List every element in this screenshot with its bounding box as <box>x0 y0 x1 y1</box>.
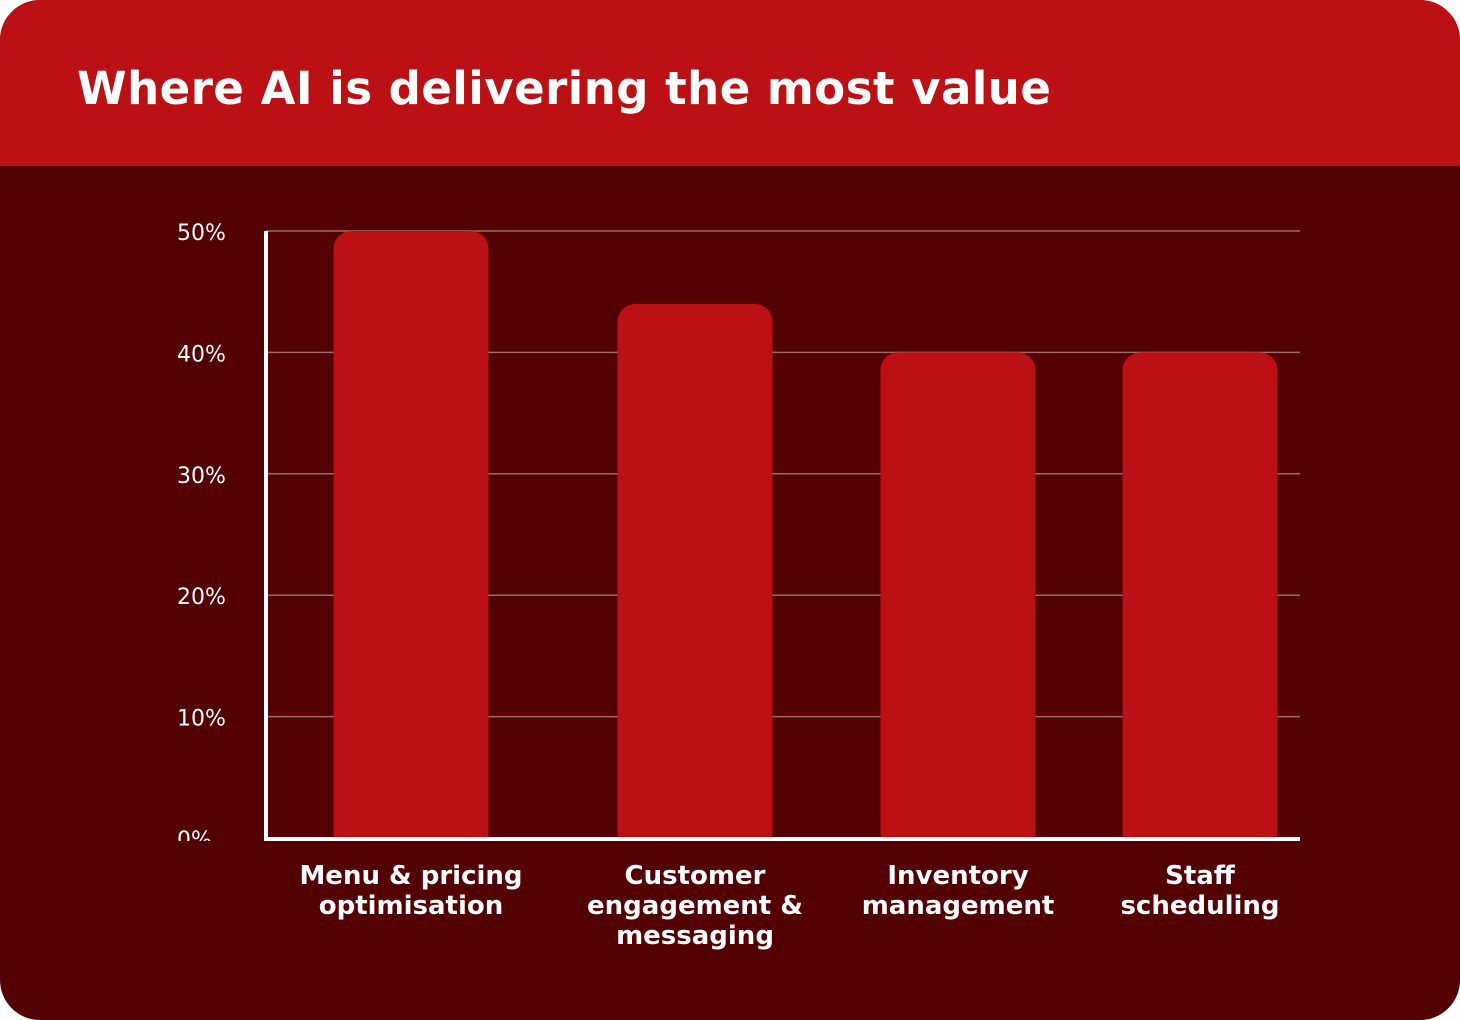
x-category-label: Customer <box>625 861 766 891</box>
y-tick-label: 50% <box>177 221 226 246</box>
chart-header: Where AI is delivering the most value <box>0 0 1460 166</box>
bar <box>333 231 489 850</box>
bar <box>1122 352 1278 850</box>
y-tick-label: 30% <box>177 464 226 489</box>
x-category-label: engagement & <box>587 891 803 921</box>
chart-title: Where AI is delivering the most value <box>77 62 1052 115</box>
x-category-label: Inventory <box>887 861 1028 891</box>
x-category-label: optimisation <box>319 891 504 921</box>
x-category-label: Staff <box>1165 861 1236 891</box>
bar <box>617 303 773 851</box>
x-category-label: Menu & pricing <box>299 861 522 891</box>
x-category-label: management <box>862 891 1055 921</box>
x-category-label: scheduling <box>1120 891 1279 921</box>
plot-bottom-mask <box>0 841 1460 941</box>
y-tick-label: 40% <box>177 342 226 367</box>
bar <box>880 352 1036 850</box>
y-tick-label: 20% <box>177 585 226 610</box>
x-category-label: messaging <box>616 921 774 951</box>
y-tick-label: 10% <box>177 707 226 732</box>
